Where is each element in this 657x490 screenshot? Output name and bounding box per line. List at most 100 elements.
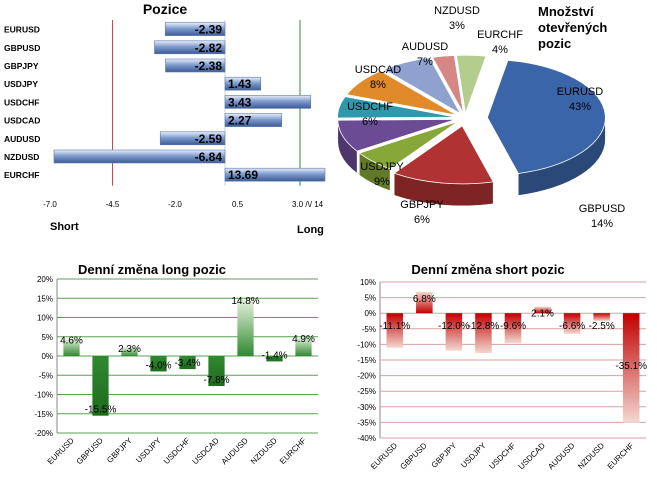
pie-value-eurusd: 43% xyxy=(569,101,591,113)
pie-value-usdchf: 6% xyxy=(362,116,378,128)
bar-eurchf xyxy=(224,167,326,182)
y-tick-label: -10% xyxy=(34,391,53,400)
x-tick-label-usdchf: USDCHF xyxy=(487,441,517,471)
bar-gbpjpy xyxy=(121,347,138,356)
x-tick-label-gbpjpy: GBPJPY xyxy=(430,441,459,470)
value-label-eurusd: -2.39 xyxy=(195,23,223,37)
value-label-nzdusd: -2.5% xyxy=(589,321,615,332)
x-tick-label-nzdusd: NZDUSD xyxy=(249,436,279,466)
category-label-nzdusd: NZDUSD xyxy=(4,152,39,162)
value-label-eurchf: 13.69 xyxy=(228,168,258,182)
value-label-eurchf: 4.9% xyxy=(292,334,315,345)
pie-title-line: Množství xyxy=(538,4,594,19)
value-label-usdcad: 2.27 xyxy=(228,114,252,128)
value-label-nzdusd: -1.4% xyxy=(261,350,287,361)
chart-title: Denní změna short pozic xyxy=(411,262,564,277)
bar-audusd xyxy=(563,313,581,334)
bar-eurusd xyxy=(63,338,80,356)
short-change-chart: Denní změna short pozic -40% -35% -30% -25% -… xyxy=(328,255,657,490)
y-tick-label: -5% xyxy=(362,325,376,334)
pie-value-usdjpy: 9% xyxy=(374,176,390,188)
value-label-usdchf: -3.4% xyxy=(174,358,200,369)
y-tick-label: 15% xyxy=(37,294,53,303)
long-change-chart: Denní změna long pozic -20% -15% -10% -5% 0% 5… xyxy=(0,255,328,490)
category-label-gbpusd: GBPUSD xyxy=(4,43,40,53)
bar-eurchf xyxy=(622,313,640,423)
category-label-audusd: AUDUSD xyxy=(4,134,40,144)
value-label-usdchf: -9.6% xyxy=(500,321,526,332)
bar-usdjpy xyxy=(224,76,262,91)
x-tick-label: -2.0 xyxy=(168,200,182,209)
positions-chart: Pozice EURUSD -2.39 GBPUSD -2.82 GBPJPY -2.38 U… xyxy=(0,0,330,250)
bar-gbpusd xyxy=(92,356,109,416)
pie-value-gbpusd: 14% xyxy=(591,218,613,230)
y-tick-label: -10% xyxy=(357,340,376,349)
x-tick-label-audusd: AUDUSD xyxy=(546,441,576,471)
value-label-usdcad: -7.8% xyxy=(203,375,229,386)
bar-audusd xyxy=(159,131,226,146)
bar-gbpusd xyxy=(416,291,433,314)
x-tick-label-audusd: AUDUSD xyxy=(220,436,250,466)
value-label-gbpjpy: 2.3% xyxy=(118,344,141,355)
value-label-usdchf: 3.43 xyxy=(228,95,252,109)
y-tick-label: 10% xyxy=(360,278,376,287)
x-tick-label: -4.5 xyxy=(106,200,120,209)
x-tick-label: 0.5 xyxy=(232,200,244,209)
x-tick-label-usdcad: USDCAD xyxy=(191,436,221,466)
y-tick-label: 0% xyxy=(41,352,53,361)
value-label-eurchf: -35.1% xyxy=(615,361,647,372)
pie-slice-usdchf xyxy=(337,96,456,119)
bar-usdchf xyxy=(224,95,312,109)
value-label-usdcad: 2.1% xyxy=(531,309,554,320)
y-tick-label: 20% xyxy=(37,275,53,284)
pie-value-nzdusd: 3% xyxy=(449,20,465,32)
bar-nzdusd xyxy=(593,313,610,321)
y-tick-label: 5% xyxy=(364,294,376,303)
value-label-eurusd: 4.6% xyxy=(60,335,83,346)
bar-eurchf xyxy=(295,337,312,356)
x-tick-label-eurusd: EURUSD xyxy=(369,441,399,471)
value-label-usdjpy: -12.8% xyxy=(468,321,500,332)
y-tick-label: -30% xyxy=(357,403,376,412)
value-label-eurusd: -11.1% xyxy=(379,321,410,332)
value-label-gbpusd: -15.5% xyxy=(85,405,117,416)
bar-audusd xyxy=(237,299,254,356)
pie-label-gbpusd: GBPUSD xyxy=(579,203,626,215)
x-tick-label-eurchf: EURCHF xyxy=(278,436,308,466)
y-tick-label: 0% xyxy=(364,309,376,318)
chart-title: Denní změna long pozic xyxy=(78,262,226,277)
pie-slice-nzdusd xyxy=(431,55,464,114)
pie-label-usdjpy: USDJPY xyxy=(360,161,404,173)
y-tick-label: 5% xyxy=(41,333,53,342)
y-tick-label: -15% xyxy=(34,410,53,419)
pie-label-nzdusd: NZDUSD xyxy=(434,5,480,17)
value-label-audusd: -2.59 xyxy=(195,132,223,146)
pie-label-gbpjpy: GBPJPY xyxy=(400,199,444,211)
x-tick-label-usdchf: USDCHF xyxy=(162,436,192,466)
y-tick-label: -35% xyxy=(357,418,376,427)
value-label-nzdusd: -6.84 xyxy=(195,150,223,164)
pie-label-audusd: AUDUSD xyxy=(402,41,449,53)
pie-slice-gbpjpy xyxy=(358,120,459,170)
pie-slice-eurusd xyxy=(486,59,606,174)
y-tick-label: -40% xyxy=(357,434,376,443)
value-label-gbpjpy: -2.38 xyxy=(195,59,223,73)
value-label-gbpusd: -2.82 xyxy=(195,41,223,55)
x-tick-label-eurchf: EURCHF xyxy=(606,441,636,471)
y-tick-label: 10% xyxy=(37,314,53,323)
bar-gbpusd xyxy=(154,40,226,55)
pie-slice-eurchf xyxy=(455,54,487,114)
bar-nzdusd xyxy=(53,149,226,164)
category-label-eurusd: EURUSD xyxy=(4,25,40,35)
x-tick-label-eurusd: EURUSD xyxy=(46,436,76,466)
value-label-usdjpy: 1.43 xyxy=(228,77,252,91)
bar-usdchf xyxy=(179,356,196,370)
bar-usdjpy xyxy=(475,313,492,354)
short-label: Short xyxy=(50,221,79,233)
category-label-usdjpy: USDJPY xyxy=(4,79,38,89)
x-tick-label-gbpusd: GBPUSD xyxy=(75,436,105,466)
pie-title-line: pozic xyxy=(538,36,571,51)
bar-gbpjpy xyxy=(445,313,463,351)
open-positions-pie-chart: Množství otevřených pozic EURUSD 43% GBPUSD 14… xyxy=(330,0,657,250)
pie-value-eurchf: 4% xyxy=(492,44,508,56)
